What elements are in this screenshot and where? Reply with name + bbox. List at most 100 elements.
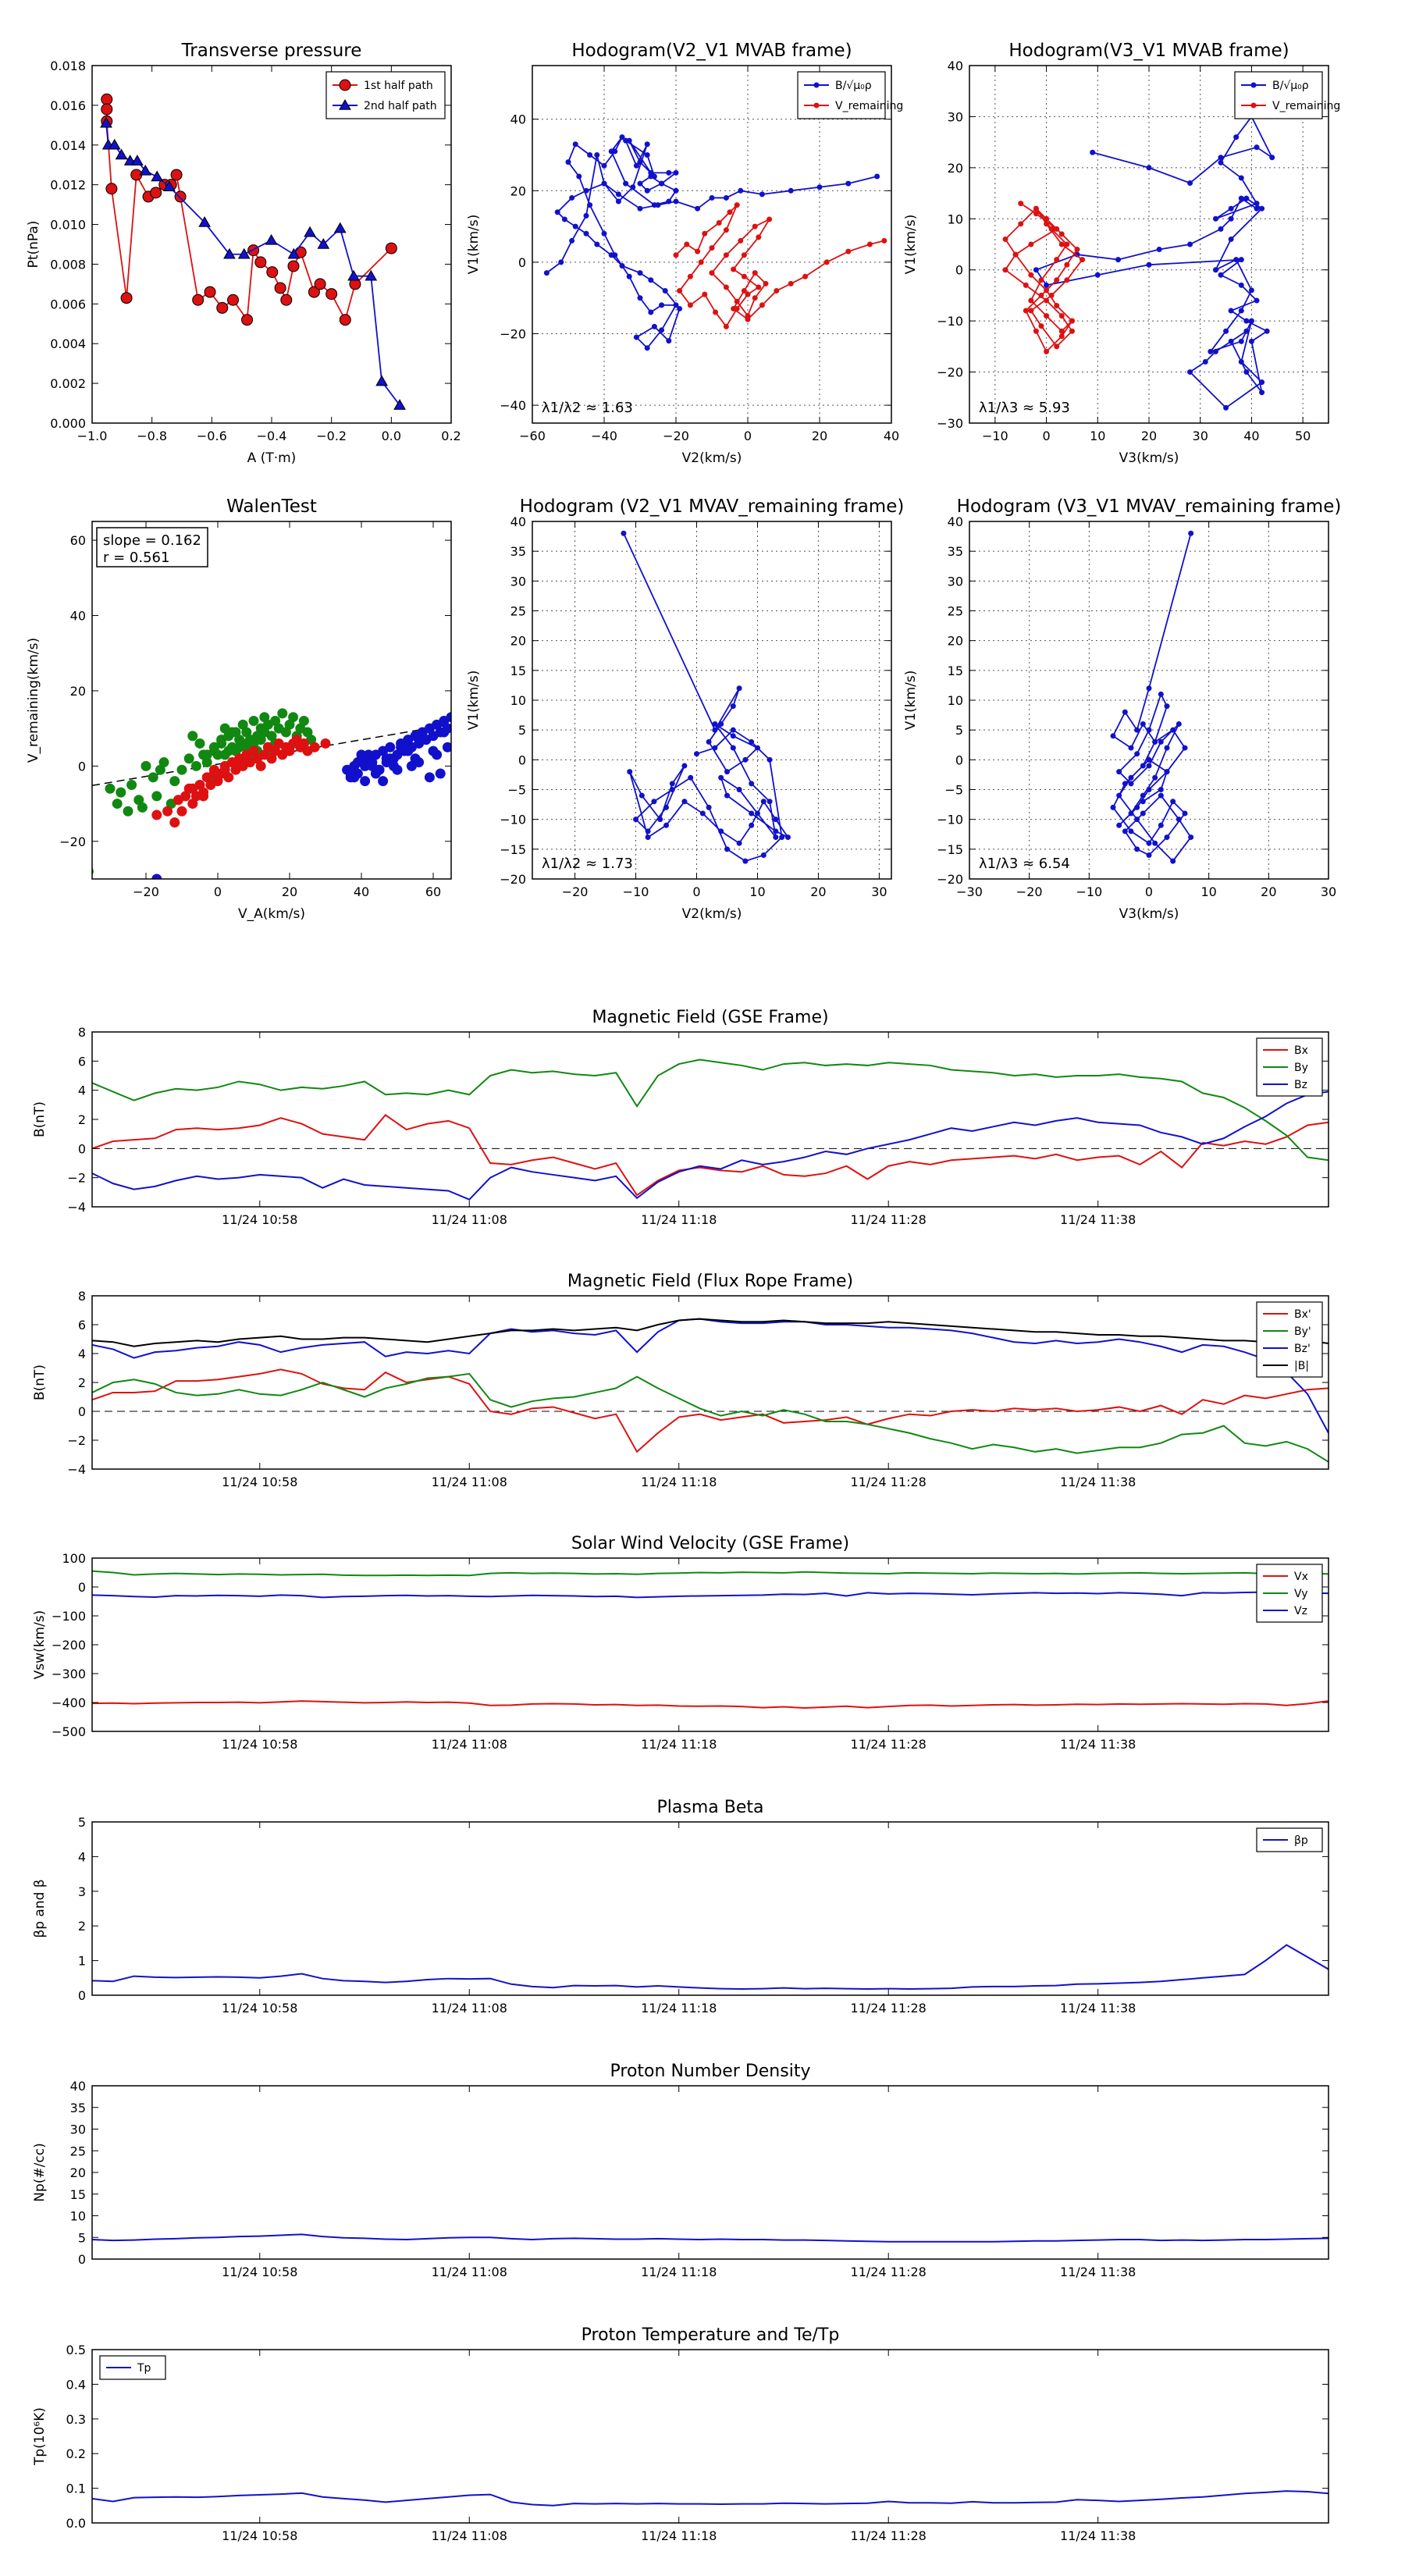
hodo_v2v1-series-1-point bbox=[572, 141, 578, 148]
bgse-ytick-label: 6 bbox=[78, 1054, 86, 1069]
hodo_v3v1_rem-series-1-point bbox=[1164, 745, 1170, 751]
beta-series-1-line bbox=[92, 1944, 1329, 1991]
tp-series-1-point bbox=[266, 266, 279, 279]
hodo_v3v1-legend-marker bbox=[1250, 82, 1257, 88]
hodo_v2v1-series-1-point bbox=[666, 198, 672, 205]
hodo_v2v1_rem-ytick-label: −10 bbox=[500, 813, 526, 827]
hodo_v2v1-series-1-point bbox=[626, 273, 632, 279]
hodo_v3v1-series-2-point bbox=[1044, 313, 1050, 319]
hodo_v2v1_rem-series-1-point bbox=[784, 834, 791, 841]
hodo_v2v1-series-1-point bbox=[587, 152, 593, 158]
hodo_v3v1_rem-series-1-point bbox=[1158, 787, 1164, 792]
hodo_v3v1-ytick-label: −10 bbox=[937, 314, 963, 329]
bfr-ytick-label: 8 bbox=[78, 1289, 86, 1304]
hodo_v2v1_rem-series-1-point bbox=[730, 703, 736, 710]
hodo_v2v1_rem-series-1-point bbox=[681, 763, 688, 769]
beta-xtick-label: 11/24 11:38 bbox=[1060, 2001, 1136, 2016]
hodo_v3v1-series-2-point bbox=[1002, 236, 1008, 242]
hodo_v3v1-xtick-label: 50 bbox=[1295, 429, 1311, 443]
beta-plot-area bbox=[92, 1944, 1329, 1991]
hodo_v2v1_rem-series-1-point bbox=[754, 810, 760, 817]
walen-xtick-label: 20 bbox=[282, 884, 297, 899]
tp-series-2-point bbox=[223, 247, 236, 259]
hodo_v2v1-series-1-point bbox=[601, 180, 607, 187]
beta-ytick-label: 2 bbox=[78, 1919, 86, 1934]
hodo_v3v1_rem-series-1-point bbox=[1134, 727, 1140, 733]
hodo_v3v1-series-1-point bbox=[1223, 328, 1229, 334]
hodo_v2v1-series-1-point bbox=[619, 262, 625, 269]
bfr-ytick-label: −4 bbox=[67, 1462, 86, 1477]
hodo_v3v1-ytick-label: 10 bbox=[948, 212, 963, 226]
hodo_v3v1_rem-series-1-point bbox=[1176, 817, 1182, 823]
vsw-legend-label: Vz bbox=[1294, 1605, 1307, 1617]
hodo_v3v1-series-1-point bbox=[1223, 404, 1229, 411]
walen-ytick-label: 60 bbox=[70, 533, 86, 548]
tp-series-2-point bbox=[365, 269, 378, 281]
tp-series-1-point bbox=[101, 103, 113, 116]
hodo_v3v1_rem-ylabel: V1(km/s) bbox=[903, 671, 919, 731]
hodo_v2v1-series-1-point bbox=[583, 230, 589, 237]
tp_temp-ytick-label: 0.2 bbox=[66, 2446, 86, 2461]
np-plot-area bbox=[92, 2233, 1329, 2243]
walen-frame bbox=[91, 521, 452, 880]
hodo_v2v1_rem-series-1-point bbox=[749, 822, 755, 828]
hodo_v2v1-series-1-point bbox=[619, 134, 625, 141]
walen-annotation-box bbox=[96, 527, 208, 568]
hodo_v3v1-series-1-point bbox=[1243, 318, 1250, 324]
hodo_v3v1-annotation: λ1/λ3 ≈ 5.93 bbox=[979, 400, 1070, 416]
hodo_v2v1_rem-series-1-point bbox=[712, 745, 718, 751]
hodo_v2v1-series-1-point bbox=[673, 169, 679, 176]
hodo_v2v1_rem-xtick-label: 10 bbox=[749, 884, 765, 899]
tp-ytick-label: 0.018 bbox=[50, 59, 86, 73]
walen-series-2-point bbox=[309, 742, 320, 753]
walen-series-2-point bbox=[230, 757, 241, 768]
hodo_v3v1-legend-marker bbox=[1250, 102, 1257, 109]
hodo_v2v1_rem-xlabel: V2(km/s) bbox=[682, 906, 742, 922]
hodo_v2v1-series-1-point bbox=[648, 309, 654, 315]
hodo_v3v1-series-2-point bbox=[1054, 343, 1060, 350]
vsw-series-3-line bbox=[92, 1591, 1329, 1599]
hodo_v2v1-series-2-point bbox=[734, 202, 740, 208]
tp_temp-series-1-line bbox=[92, 2490, 1329, 2507]
hodo_v2v1-annotation: λ1/λ2 ≈ 1.63 bbox=[542, 400, 633, 416]
bgse-ytick-label: 0 bbox=[78, 1141, 86, 1156]
hodo_v3v1_rem-series-1-point bbox=[1128, 745, 1134, 751]
hodo_v3v1-ylabel: V1(km/s) bbox=[903, 215, 919, 275]
np-ytick-label: 10 bbox=[70, 2209, 86, 2224]
np-xtick-label: 11/24 11:18 bbox=[641, 2265, 717, 2279]
hodo_v2v1_rem-series-1-point bbox=[773, 817, 779, 823]
hodo_v3v1_rem-series-1-point bbox=[1128, 781, 1134, 787]
hodo_v2v1-series-2-point bbox=[713, 309, 719, 315]
hodo_v3v1-series-2-point bbox=[1069, 328, 1075, 334]
hodo_v2v1-series-1-point bbox=[673, 187, 679, 194]
hodo_v2v1-series-1-point bbox=[587, 202, 593, 208]
hodo_v2v1_rem-series-1-point bbox=[638, 792, 645, 799]
hodo_v2v1-series-1-point bbox=[615, 198, 621, 205]
hodo_v2v1-ytick-label: 0 bbox=[518, 255, 526, 270]
walen-plot-area bbox=[92, 708, 451, 879]
hodo_v3v1-series-1-point bbox=[1212, 267, 1218, 273]
bgse-ytick-label: 4 bbox=[78, 1083, 86, 1098]
tp-series-2-point bbox=[375, 375, 388, 386]
walen-series-2-point bbox=[241, 753, 252, 764]
hodo_v2v1-xtick-label: 40 bbox=[884, 429, 899, 443]
bgse-xtick-label: 11/24 11:28 bbox=[851, 1212, 927, 1227]
bgse-series-2-line bbox=[92, 1059, 1329, 1162]
hodo_v2v1_rem-xtick-label: −20 bbox=[562, 884, 589, 899]
np-ytick-label: 30 bbox=[70, 2122, 86, 2137]
hodo_v2v1_rem-series-1-point bbox=[773, 834, 779, 841]
hodo_v3v1_rem-series-1-point bbox=[1146, 852, 1152, 858]
walen-series-1-point bbox=[277, 708, 288, 719]
walen-series-3-point bbox=[435, 768, 446, 779]
hodo_v2v1-series-1-point bbox=[644, 152, 650, 158]
tp-series-1-point bbox=[308, 286, 320, 298]
bfr-frame bbox=[91, 1295, 1329, 1470]
walen-ytick-label: 40 bbox=[70, 609, 86, 624]
tp_temp-title: Proton Temperature and Te/Tp bbox=[582, 2325, 840, 2345]
hodo_v3v1-series-2-point bbox=[1018, 221, 1024, 227]
hodo_v3v1-series-2-point bbox=[1038, 277, 1044, 283]
hodo_v2v1-series-1-point bbox=[637, 180, 643, 187]
hodo_v3v1_rem-series-1-point bbox=[1134, 846, 1140, 852]
walen-xtick-label: −20 bbox=[133, 884, 159, 899]
hodo_v2v1-series-2-point bbox=[741, 273, 747, 279]
